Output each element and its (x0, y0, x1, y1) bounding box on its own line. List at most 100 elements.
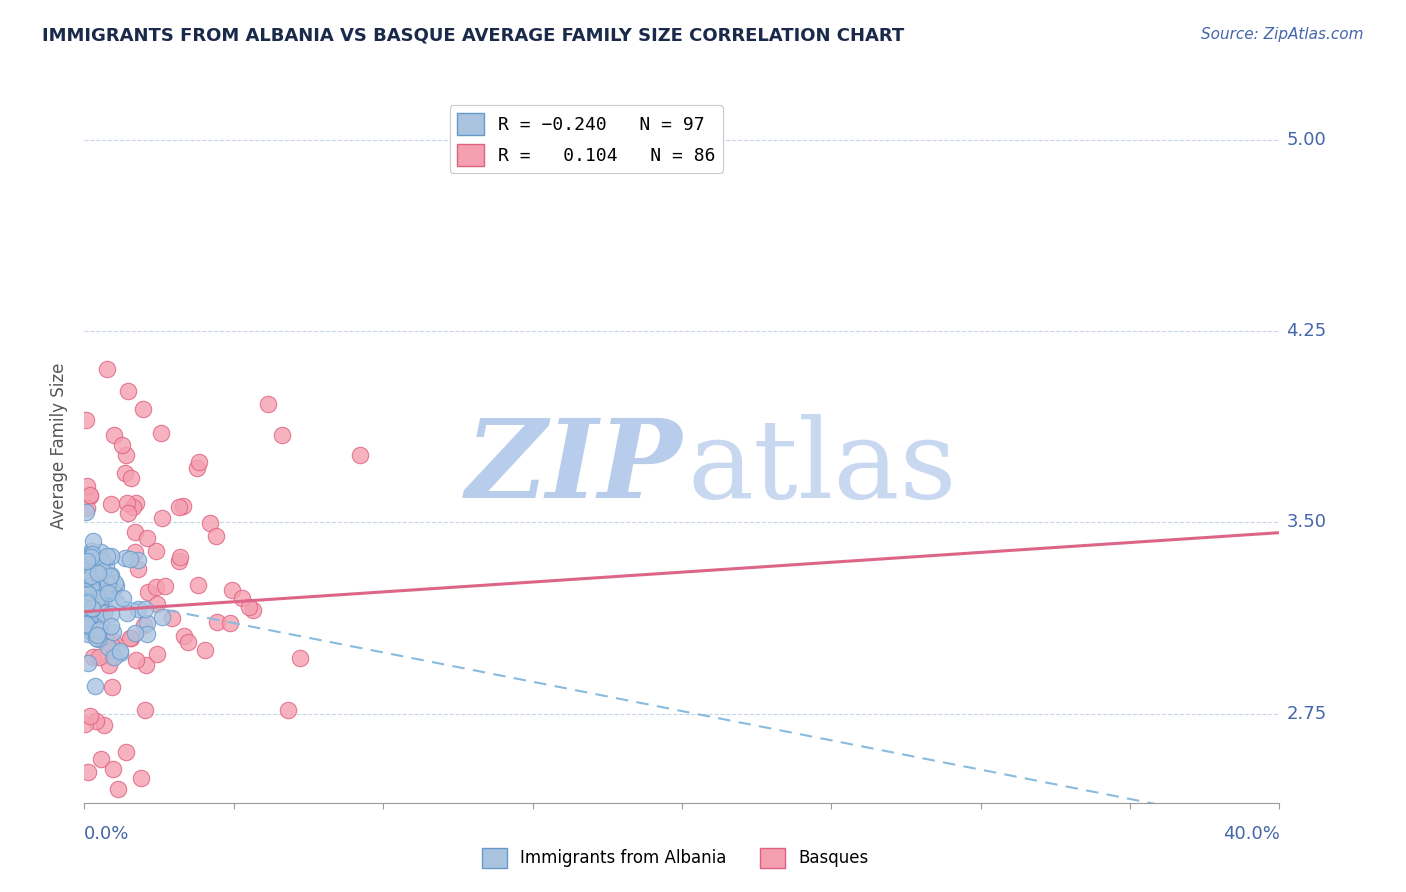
Point (80, 559, 103, 574)
Point (73, 600, 96, 615)
Point (124, 545, 146, 559)
Point (77, 579, 100, 593)
Point (145, 544, 167, 558)
Point (89, 576, 111, 591)
Point (160, 611, 183, 625)
Point (75, 620, 97, 634)
Point (79, 709, 101, 723)
Point (134, 703, 156, 717)
Y-axis label: Average Family Size: Average Family Size (51, 363, 69, 529)
Point (108, 643, 131, 657)
Point (136, 627, 159, 641)
Point (100, 607, 122, 621)
Point (83, 600, 105, 615)
Point (86, 554, 108, 568)
Point (90, 752, 112, 766)
Point (98, 569, 121, 583)
Point (82, 602, 104, 616)
Point (117, 506, 139, 520)
Point (205, 529, 228, 543)
Text: Source: ZipAtlas.com: Source: ZipAtlas.com (1201, 27, 1364, 42)
Point (75, 605, 97, 619)
Point (75, 594, 97, 608)
Text: 0.0%: 0.0% (84, 825, 129, 843)
Point (90, 618, 112, 632)
Point (97, 575, 120, 590)
Point (76, 601, 98, 615)
Point (77, 602, 100, 616)
Point (73, 573, 96, 587)
Point (80, 549, 103, 564)
Point (138, 585, 160, 599)
Point (76, 596, 98, 610)
Point (76, 554, 98, 568)
Point (145, 647, 167, 661)
Point (172, 499, 194, 513)
Point (219, 615, 242, 630)
Point (115, 448, 138, 462)
Point (83, 605, 105, 619)
Point (79, 489, 101, 503)
Point (127, 602, 149, 616)
Point (76, 764, 98, 779)
Point (194, 643, 217, 657)
Point (153, 579, 176, 593)
Point (149, 426, 172, 441)
Point (187, 578, 209, 592)
Point (82, 603, 104, 617)
Point (91, 633, 114, 648)
Point (169, 500, 191, 514)
Legend: Immigrants from Albania, Basques: Immigrants from Albania, Basques (475, 841, 875, 875)
Point (76, 610, 98, 624)
Point (79, 560, 101, 574)
Point (173, 630, 195, 644)
Point (86, 566, 108, 580)
Point (84, 714, 107, 729)
Point (97, 640, 120, 655)
Point (107, 782, 129, 797)
Point (271, 428, 294, 442)
Point (104, 595, 127, 609)
Point (93, 607, 115, 621)
Point (127, 562, 149, 576)
Point (207, 615, 229, 629)
Point (103, 428, 125, 442)
Point (86, 591, 108, 606)
Text: 3.50: 3.50 (1286, 514, 1326, 532)
Point (77, 627, 100, 641)
Point (127, 553, 149, 567)
Text: 2.75: 2.75 (1286, 705, 1327, 723)
Point (96, 558, 118, 573)
Point (89, 623, 111, 637)
Point (75, 412, 97, 426)
Point (97, 586, 120, 600)
Point (76, 559, 98, 574)
Point (93, 629, 115, 643)
Point (79, 608, 101, 623)
Point (75, 590, 97, 604)
Point (84, 631, 107, 645)
Text: IMMIGRANTS FROM ALBANIA VS BASQUE AVERAGE FAMILY SIZE CORRELATION CHART: IMMIGRANTS FROM ALBANIA VS BASQUE AVERAG… (42, 27, 904, 45)
Point (114, 466, 136, 480)
Point (77, 586, 100, 600)
Point (82, 533, 104, 548)
Point (76, 656, 98, 670)
Point (94, 590, 117, 604)
Point (80, 547, 103, 561)
Point (117, 384, 139, 398)
Point (94, 602, 117, 616)
Point (90, 600, 112, 615)
Point (80, 544, 103, 558)
Point (82, 600, 104, 615)
Point (98, 658, 121, 673)
Point (115, 745, 138, 759)
Point (75, 622, 97, 636)
Point (100, 619, 122, 633)
Point (100, 498, 122, 512)
Point (122, 500, 145, 514)
Point (87, 632, 110, 646)
Point (103, 624, 125, 639)
Point (77, 581, 100, 595)
Point (131, 402, 153, 417)
Point (86, 591, 108, 605)
